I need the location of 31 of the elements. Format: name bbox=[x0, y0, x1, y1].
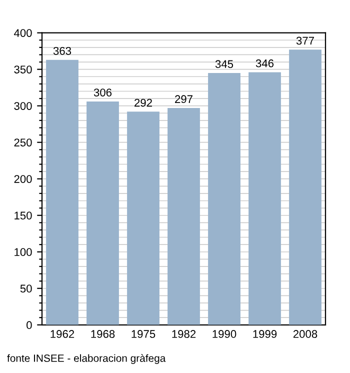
y-tick-label: 300 bbox=[14, 102, 32, 110]
y-tick-label: 50 bbox=[20, 284, 32, 293]
x-tick-label: 1999 bbox=[253, 330, 277, 338]
bar bbox=[127, 112, 160, 325]
data-label: 292 bbox=[134, 98, 152, 107]
bar bbox=[168, 108, 200, 325]
x-tick-label: 1968 bbox=[91, 330, 115, 338]
x-tick-label: 2008 bbox=[293, 330, 318, 338]
bar bbox=[86, 101, 119, 325]
source-note: fonte INSEE - elaboracion gràfega bbox=[7, 354, 166, 364]
data-label: 306 bbox=[94, 88, 112, 96]
bar bbox=[46, 60, 78, 325]
bar bbox=[289, 50, 322, 325]
x-tick-label: 1962 bbox=[50, 330, 74, 338]
y-tick-label: 400 bbox=[14, 29, 32, 37]
x-tick-label: 1990 bbox=[212, 330, 236, 338]
y-tick-label: 350 bbox=[14, 66, 32, 74]
y-tick-label: 100 bbox=[14, 248, 32, 256]
y-tick-label: 150 bbox=[14, 212, 32, 220]
y-tick-label: 0 bbox=[26, 321, 32, 330]
y-tick-label: 250 bbox=[14, 138, 32, 146]
data-label: 363 bbox=[53, 46, 72, 55]
bar bbox=[248, 72, 281, 325]
x-tick-label: 1982 bbox=[172, 330, 196, 338]
data-label: 345 bbox=[215, 60, 234, 68]
data-label: 377 bbox=[296, 36, 314, 45]
x-tick-label: 1975 bbox=[132, 330, 156, 338]
data-label: 297 bbox=[175, 95, 192, 104]
bar bbox=[208, 72, 240, 325]
y-tick-label: 200 bbox=[14, 175, 32, 183]
data-label: 346 bbox=[256, 59, 274, 68]
